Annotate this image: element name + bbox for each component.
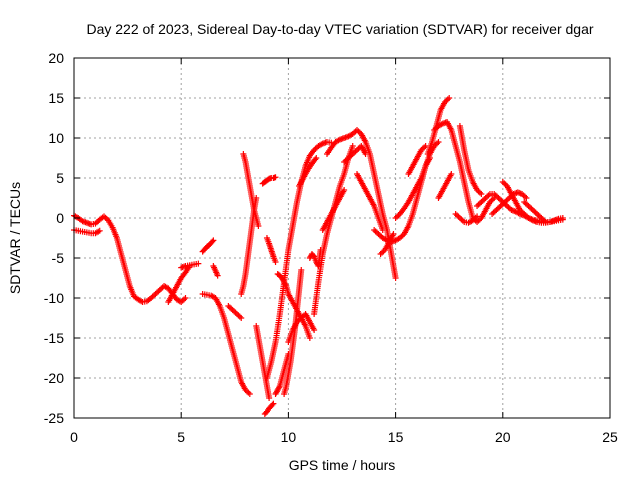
data-point — [209, 238, 216, 245]
data-point — [282, 281, 289, 288]
data-point — [559, 215, 566, 221]
data-series — [274, 271, 313, 341]
data-point — [523, 195, 530, 201]
x-tick-label: 0 — [70, 429, 78, 445]
data-point — [272, 259, 279, 265]
y-tick-label: 15 — [48, 90, 64, 106]
data-point — [298, 267, 305, 273]
x-tick-label: 10 — [281, 429, 297, 445]
data-point — [96, 227, 103, 234]
data-series — [521, 199, 549, 225]
data-point — [341, 187, 348, 193]
data-series — [377, 231, 397, 257]
y-tick-label: 5 — [56, 170, 64, 186]
data-point — [182, 295, 189, 301]
data-series — [263, 139, 335, 381]
chart-title: Day 222 of 2023, Sidereal Day-to-day VTE… — [86, 21, 593, 37]
data-point — [446, 95, 453, 101]
data-point — [210, 237, 217, 244]
data-series — [435, 171, 455, 201]
data-point — [422, 143, 429, 149]
x-axis-title: GPS time / hours — [289, 457, 396, 473]
data-series — [240, 151, 262, 229]
y-tick-label: -15 — [44, 330, 64, 346]
axis-ticks: 0 5 10 15 20 25 -25 -20 -15 -10 -5 0 5 10 15 20 — [44, 50, 618, 445]
data-series — [341, 143, 369, 165]
data-point — [362, 151, 369, 157]
data-series — [178, 260, 202, 271]
data-series — [405, 143, 429, 177]
data-point — [306, 335, 313, 341]
data-point — [238, 315, 245, 321]
data-series — [392, 155, 433, 221]
data-point — [270, 400, 277, 407]
y-tick-label: 20 — [48, 50, 64, 66]
x-tick-label: 25 — [602, 429, 618, 445]
x-tick-label: 15 — [388, 429, 404, 445]
y-axis-title: SDTVAR / TECUs — [7, 182, 23, 294]
data-point — [214, 272, 221, 279]
data-series — [452, 211, 481, 226]
data-point — [379, 227, 386, 233]
data-series — [238, 195, 260, 297]
y-tick-label: 0 — [56, 210, 64, 226]
data-point — [272, 174, 279, 181]
data-series — [431, 119, 498, 225]
y-tick-label: -20 — [44, 370, 64, 386]
data-series — [263, 235, 279, 265]
x-tick-label: 5 — [177, 429, 185, 445]
data-points — [71, 95, 566, 417]
data-series — [199, 237, 217, 255]
data-point — [448, 171, 455, 177]
data-point — [195, 260, 202, 267]
x-tick-label: 20 — [495, 429, 511, 445]
data-series — [499, 179, 566, 226]
data-point — [266, 395, 273, 401]
data-series — [199, 291, 253, 397]
data-series — [319, 187, 348, 233]
data-point — [349, 143, 356, 149]
data-point — [478, 191, 485, 197]
data-series — [259, 174, 279, 187]
y-tick-label: -25 — [44, 410, 64, 426]
y-tick-label: -10 — [44, 290, 64, 306]
y-tick-label: 10 — [48, 130, 64, 146]
data-point — [542, 219, 549, 225]
data-series — [225, 303, 245, 321]
y-tick-label: -5 — [52, 250, 65, 266]
data-point — [269, 401, 276, 408]
data-series — [285, 311, 318, 345]
data-series — [272, 351, 292, 397]
data-series — [281, 267, 305, 397]
plot-frame — [73, 57, 611, 419]
data-series — [354, 171, 386, 233]
data-series — [261, 400, 277, 417]
data-point — [474, 213, 481, 220]
data-point — [426, 155, 433, 161]
data-series — [489, 189, 530, 217]
data-point — [390, 231, 397, 237]
data-point — [392, 275, 399, 281]
data-series — [210, 263, 221, 279]
data-point — [276, 384, 283, 391]
data-series — [296, 155, 320, 189]
data-series — [456, 123, 485, 197]
data-point — [246, 391, 253, 397]
data-point — [255, 223, 262, 229]
data-series — [71, 227, 103, 237]
data-point — [311, 327, 318, 333]
data-point — [435, 139, 442, 145]
data-series — [71, 212, 189, 305]
data-point — [310, 252, 317, 259]
grid-lines — [74, 58, 610, 418]
data-point — [313, 155, 320, 161]
